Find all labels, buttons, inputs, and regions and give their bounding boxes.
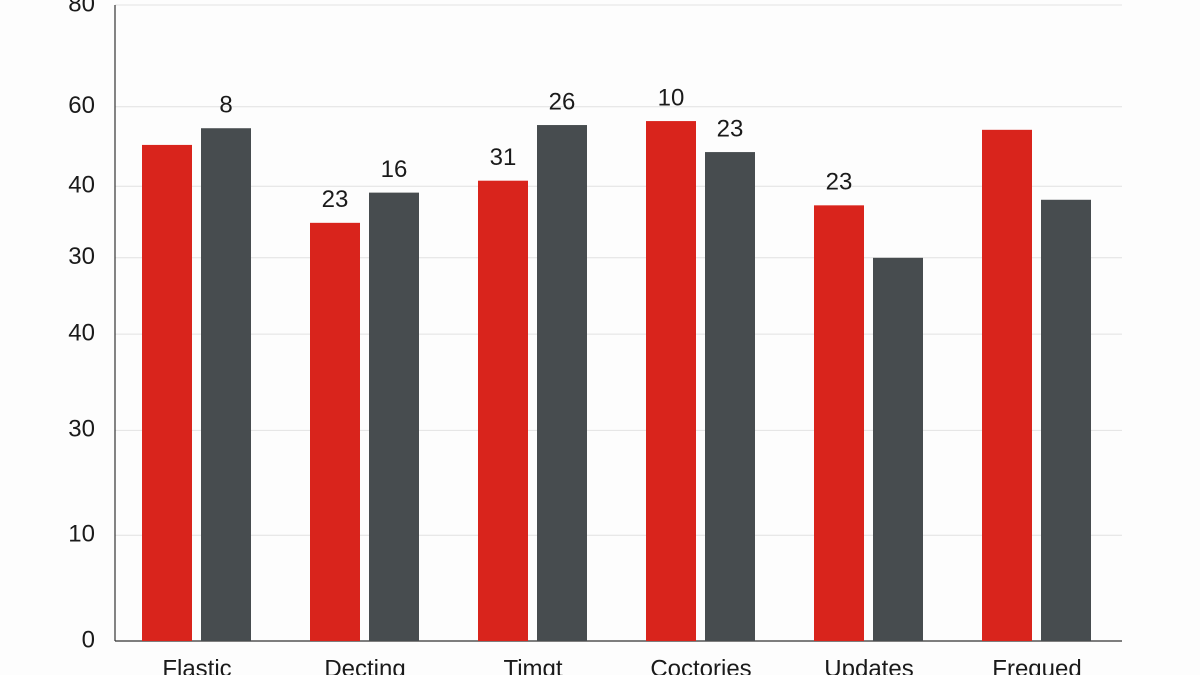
bar [478,180,528,641]
x-tick-label: Decting [324,655,405,675]
bar-annotation: 31 [490,144,517,171]
x-tick-label: Coctories [650,655,751,675]
bar [814,205,864,641]
x-tick-label: Flastic [162,655,231,675]
y-tick-label: 60 [68,92,95,119]
bar-annotation: 26 [549,88,576,115]
x-tick-label: Updates [824,655,913,675]
bar [537,125,587,642]
y-tick-label: 80 [68,0,95,17]
bar [873,257,923,641]
bar [982,129,1032,641]
y-tick-label: 30 [68,416,95,443]
y-tick-label: 30 [68,243,95,270]
bar-annotation: 8 [219,92,232,119]
y-tick-label: 40 [68,319,95,346]
bar [142,144,192,642]
bar [646,121,696,641]
bar [310,222,360,641]
bar [201,128,251,642]
bar [369,192,419,641]
x-tick-label: Timgt [503,655,562,675]
x-tick-label: Frequed [992,655,1081,675]
y-tick-label: 40 [68,172,95,199]
y-tick-label: 10 [68,521,95,548]
bar-annotation: 23 [717,115,744,142]
bar-annotation: 23 [826,169,853,196]
y-tick-label: 0 [82,626,95,653]
bar [705,152,755,641]
bar-annotation: 16 [381,156,408,183]
bar-annotation: 23 [322,186,349,213]
bar-annotation: 10 [658,84,685,111]
bar [1041,199,1091,641]
